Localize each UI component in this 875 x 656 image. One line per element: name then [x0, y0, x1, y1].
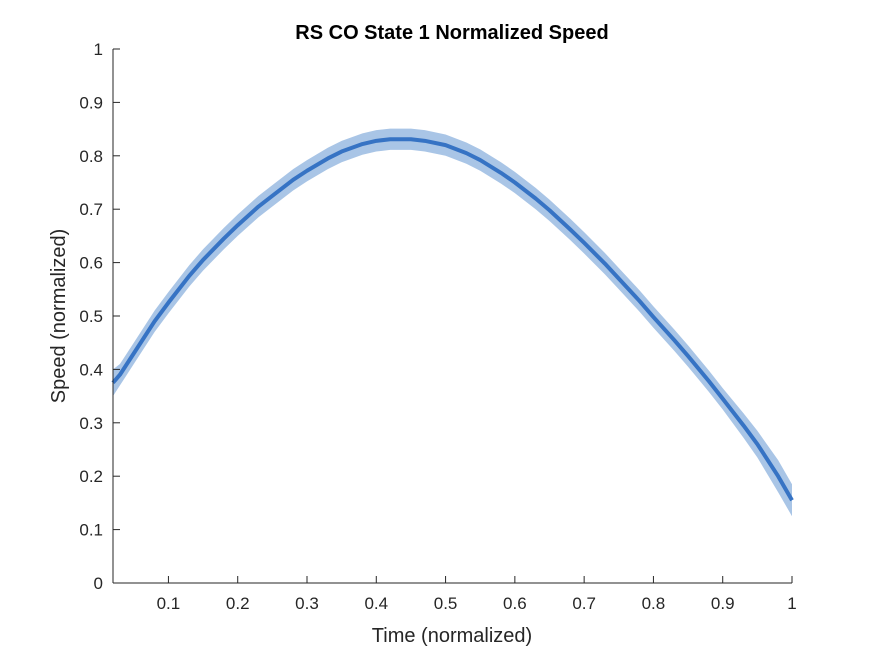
y-tick-label: 0.4	[79, 360, 103, 379]
x-tick-label: 1	[787, 594, 796, 613]
y-tick-label: 0.3	[79, 414, 103, 433]
y-tick-label: 0.2	[79, 467, 103, 486]
x-tick-label: 0.4	[364, 594, 388, 613]
plot-area	[111, 128, 794, 517]
x-tick-label: 0.6	[503, 594, 527, 613]
y-tick-label: 0.7	[79, 200, 103, 219]
x-tick-label: 0.1	[157, 594, 181, 613]
chart-title: RS CO State 1 Normalized Speed	[295, 22, 608, 44]
y-tick-label: 0.1	[79, 521, 103, 540]
y-axis-label: Speed (normalized)	[48, 229, 70, 404]
x-axis-label: Time (normalized)	[372, 625, 532, 647]
x-tick-label: 0.2	[226, 594, 250, 613]
confidence-band-0	[113, 128, 792, 517]
speed-line-0	[111, 137, 794, 502]
y-tick-label: 0.6	[79, 254, 103, 273]
y-tick-label: 0.9	[79, 93, 103, 112]
y-tick-label: 0	[94, 574, 103, 593]
x-tick-label: 0.5	[434, 594, 458, 613]
x-tick-label: 0.3	[295, 594, 319, 613]
y-tick-label: 1	[94, 40, 103, 59]
x-tick-label: 0.8	[642, 594, 666, 613]
y-tick-label: 0.5	[79, 307, 103, 326]
y-tick-label: 0.8	[79, 147, 103, 166]
x-tick-label: 0.7	[572, 594, 596, 613]
axes: 0.1 0.2 0.3 0.4 0.5 0.6 0.7 0.8 0.9 1 0 0.1 0.2 0.3 0.…	[79, 40, 796, 613]
x-tick-label: 0.9	[711, 594, 735, 613]
